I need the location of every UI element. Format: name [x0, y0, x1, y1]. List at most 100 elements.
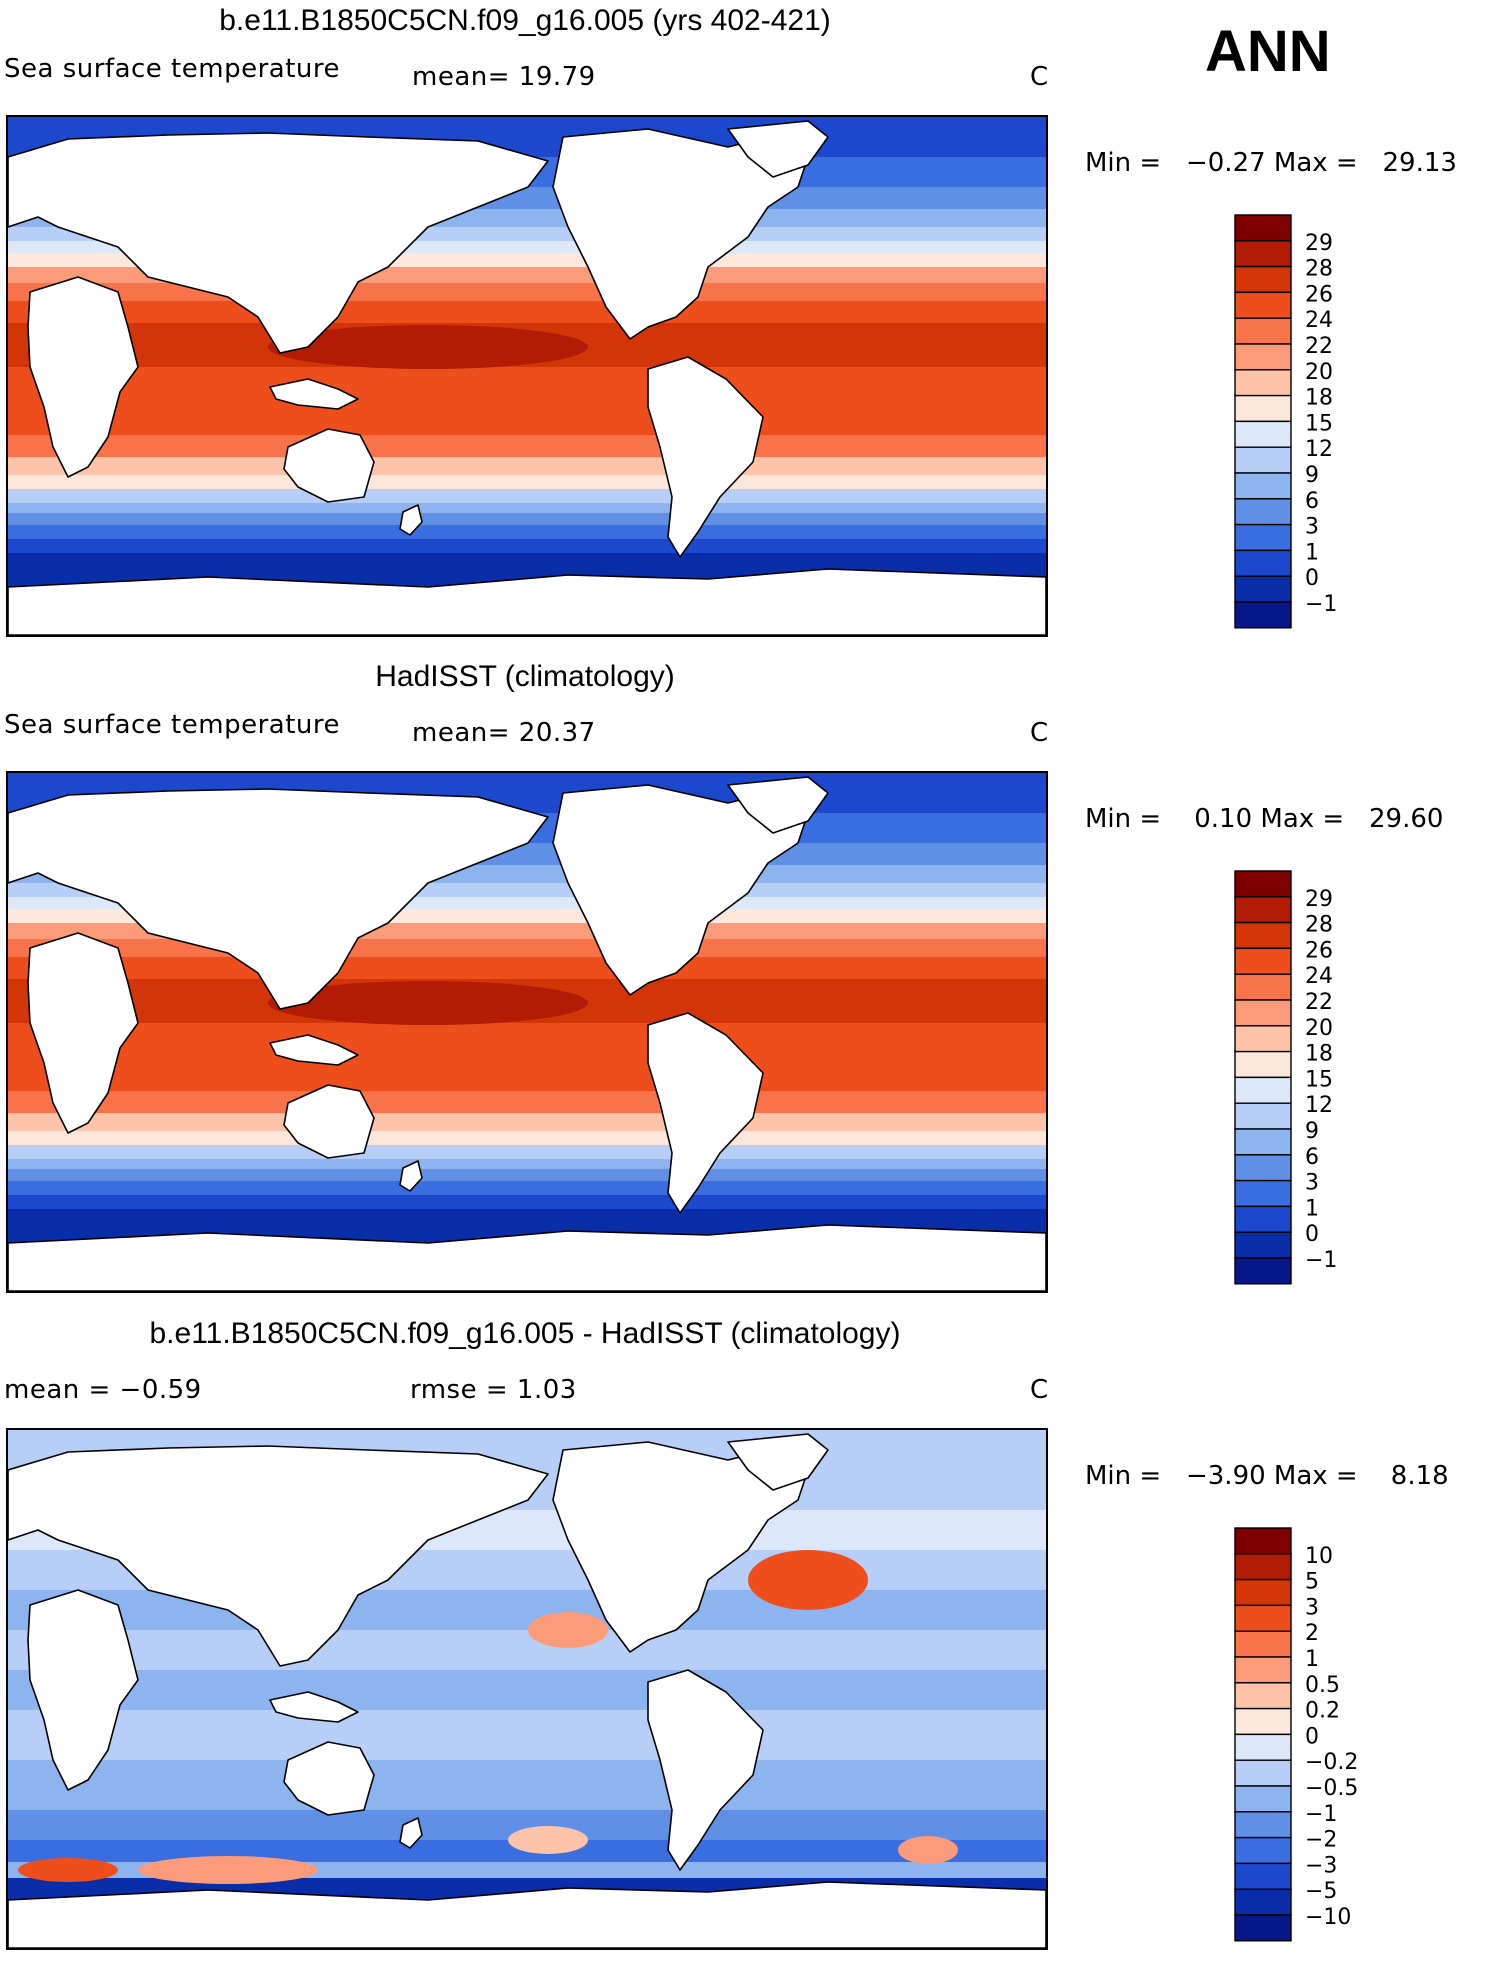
sst-map: [6, 771, 1048, 1293]
landmass: [283, 428, 375, 503]
legend-swatch: [1234, 1630, 1292, 1658]
ocean-band: [8, 457, 1046, 476]
units-label: C: [1030, 718, 1049, 748]
ocean-band: [8, 1670, 1046, 1711]
landmass: [269, 1691, 359, 1723]
landmass: [283, 1084, 375, 1159]
legend-label: 15: [1305, 1067, 1333, 1092]
ocean-band: [8, 1209, 1046, 1222]
legend-swatch: [1234, 896, 1292, 924]
legend-label: 3: [1305, 1595, 1319, 1620]
landmass: [399, 504, 423, 536]
legend-swatch: [1234, 1527, 1292, 1555]
legend-label: 1: [1305, 1196, 1319, 1221]
legend-swatch: [1234, 1102, 1292, 1130]
color-legend: 29 28 26 24 22 20 18 15 12 9 6 3 1 0 −1: [1234, 870, 1415, 1285]
legend-swatch: [1234, 1759, 1292, 1787]
season-label: ANN: [1205, 19, 1331, 84]
legend-label: 12: [1305, 437, 1333, 462]
legend-label: 9: [1305, 463, 1319, 488]
legend-swatch: [1234, 317, 1292, 345]
legend-swatch: [1234, 1785, 1292, 1813]
ocean-band: [8, 1131, 1046, 1146]
legend-swatch: [1234, 1836, 1292, 1865]
legend-swatch: [1234, 1076, 1292, 1104]
legend-label: 2: [1305, 1621, 1319, 1646]
landmass: [283, 1741, 375, 1816]
legend-label: 12: [1305, 1093, 1333, 1118]
ocean-band: [8, 367, 1046, 436]
warm-pool: [268, 325, 588, 369]
landmass: [399, 1817, 423, 1849]
legend-swatch: [1234, 1231, 1292, 1259]
landmass: [727, 120, 829, 178]
legend-label: 24: [1305, 964, 1333, 989]
sst-map: [6, 115, 1048, 637]
min-max-label: Min = −3.90 Max = 8.18: [1085, 1461, 1449, 1491]
legend-swatch: [1234, 291, 1292, 319]
landmass: [727, 776, 829, 834]
legend-swatch: [1234, 973, 1292, 1001]
warm-pool: [268, 981, 588, 1025]
panel-difference: b.e11.B1850C5CN.f09_g16.005 - HadISST (c…: [0, 1313, 1500, 1968]
landmass: [647, 1012, 764, 1214]
legend-swatch: [1234, 1025, 1292, 1053]
anomaly-blob: [748, 1550, 868, 1610]
legend-label: 20: [1305, 1016, 1333, 1041]
legend-label: 0: [1305, 1724, 1319, 1749]
legend-label: 22: [1305, 334, 1333, 359]
mean-label: mean= 20.37: [412, 718, 596, 748]
landmass: [8, 1881, 1046, 1948]
landmass: [8, 132, 549, 354]
legend-swatch: [1234, 575, 1292, 603]
legend-swatch: [1234, 1862, 1292, 1890]
legend-label: 18: [1305, 386, 1333, 411]
ocean-band: [8, 525, 1046, 540]
ocean-band: [8, 283, 1046, 302]
legend-swatch: [1234, 1604, 1292, 1632]
panel-model: b.e11.B1850C5CN.f09_g16.005 (yrs 402-421…: [0, 0, 1500, 655]
legend-swatch: [1234, 1707, 1292, 1736]
ocean-band: [8, 1145, 1046, 1160]
landmass: [8, 568, 1046, 635]
legend-swatch: [1234, 446, 1292, 474]
legend-label: 0: [1305, 566, 1319, 591]
legend-swatch: [1234, 1914, 1292, 1942]
landmass: [727, 1433, 829, 1491]
legend-swatch: [1234, 498, 1292, 526]
anomaly-blob: [18, 1858, 118, 1882]
legend-swatch: [1234, 343, 1292, 371]
legend-swatch: [1234, 1553, 1292, 1581]
anomaly-blob: [528, 1612, 608, 1648]
units-label: C: [1030, 62, 1049, 92]
legend-swatch: [1234, 1682, 1292, 1710]
ocean-band: [8, 475, 1046, 490]
legend-label: −3: [1305, 1853, 1337, 1878]
ocean-band: [8, 1760, 1046, 1811]
legend-swatch: [1234, 1128, 1292, 1156]
legend-label: 28: [1305, 913, 1333, 938]
units-label: C: [1030, 1375, 1049, 1405]
ocean-band: [8, 539, 1046, 554]
legend-label: 22: [1305, 990, 1333, 1015]
landmass: [399, 1160, 423, 1192]
landmass: [8, 1224, 1046, 1291]
legend-label: −1: [1305, 1802, 1337, 1827]
landmass: [647, 1669, 764, 1871]
ocean-band: [8, 513, 1046, 526]
legend-swatch: [1234, 1656, 1292, 1684]
landmass: [27, 276, 139, 478]
ocean-band: [8, 1113, 1046, 1132]
legend-label: 28: [1305, 257, 1333, 282]
legend-swatch: [1234, 921, 1292, 950]
legend-label: 29: [1305, 231, 1333, 256]
legend-swatch: [1234, 369, 1292, 397]
ocean-band: [8, 1195, 1046, 1210]
legend-label: 5: [1305, 1570, 1319, 1595]
legend-label: 0.2: [1305, 1699, 1340, 1724]
min-max-label: Min = 0.10 Max = 29.60: [1085, 804, 1444, 834]
ocean-band: [8, 1169, 1046, 1182]
landmass: [27, 1589, 139, 1791]
